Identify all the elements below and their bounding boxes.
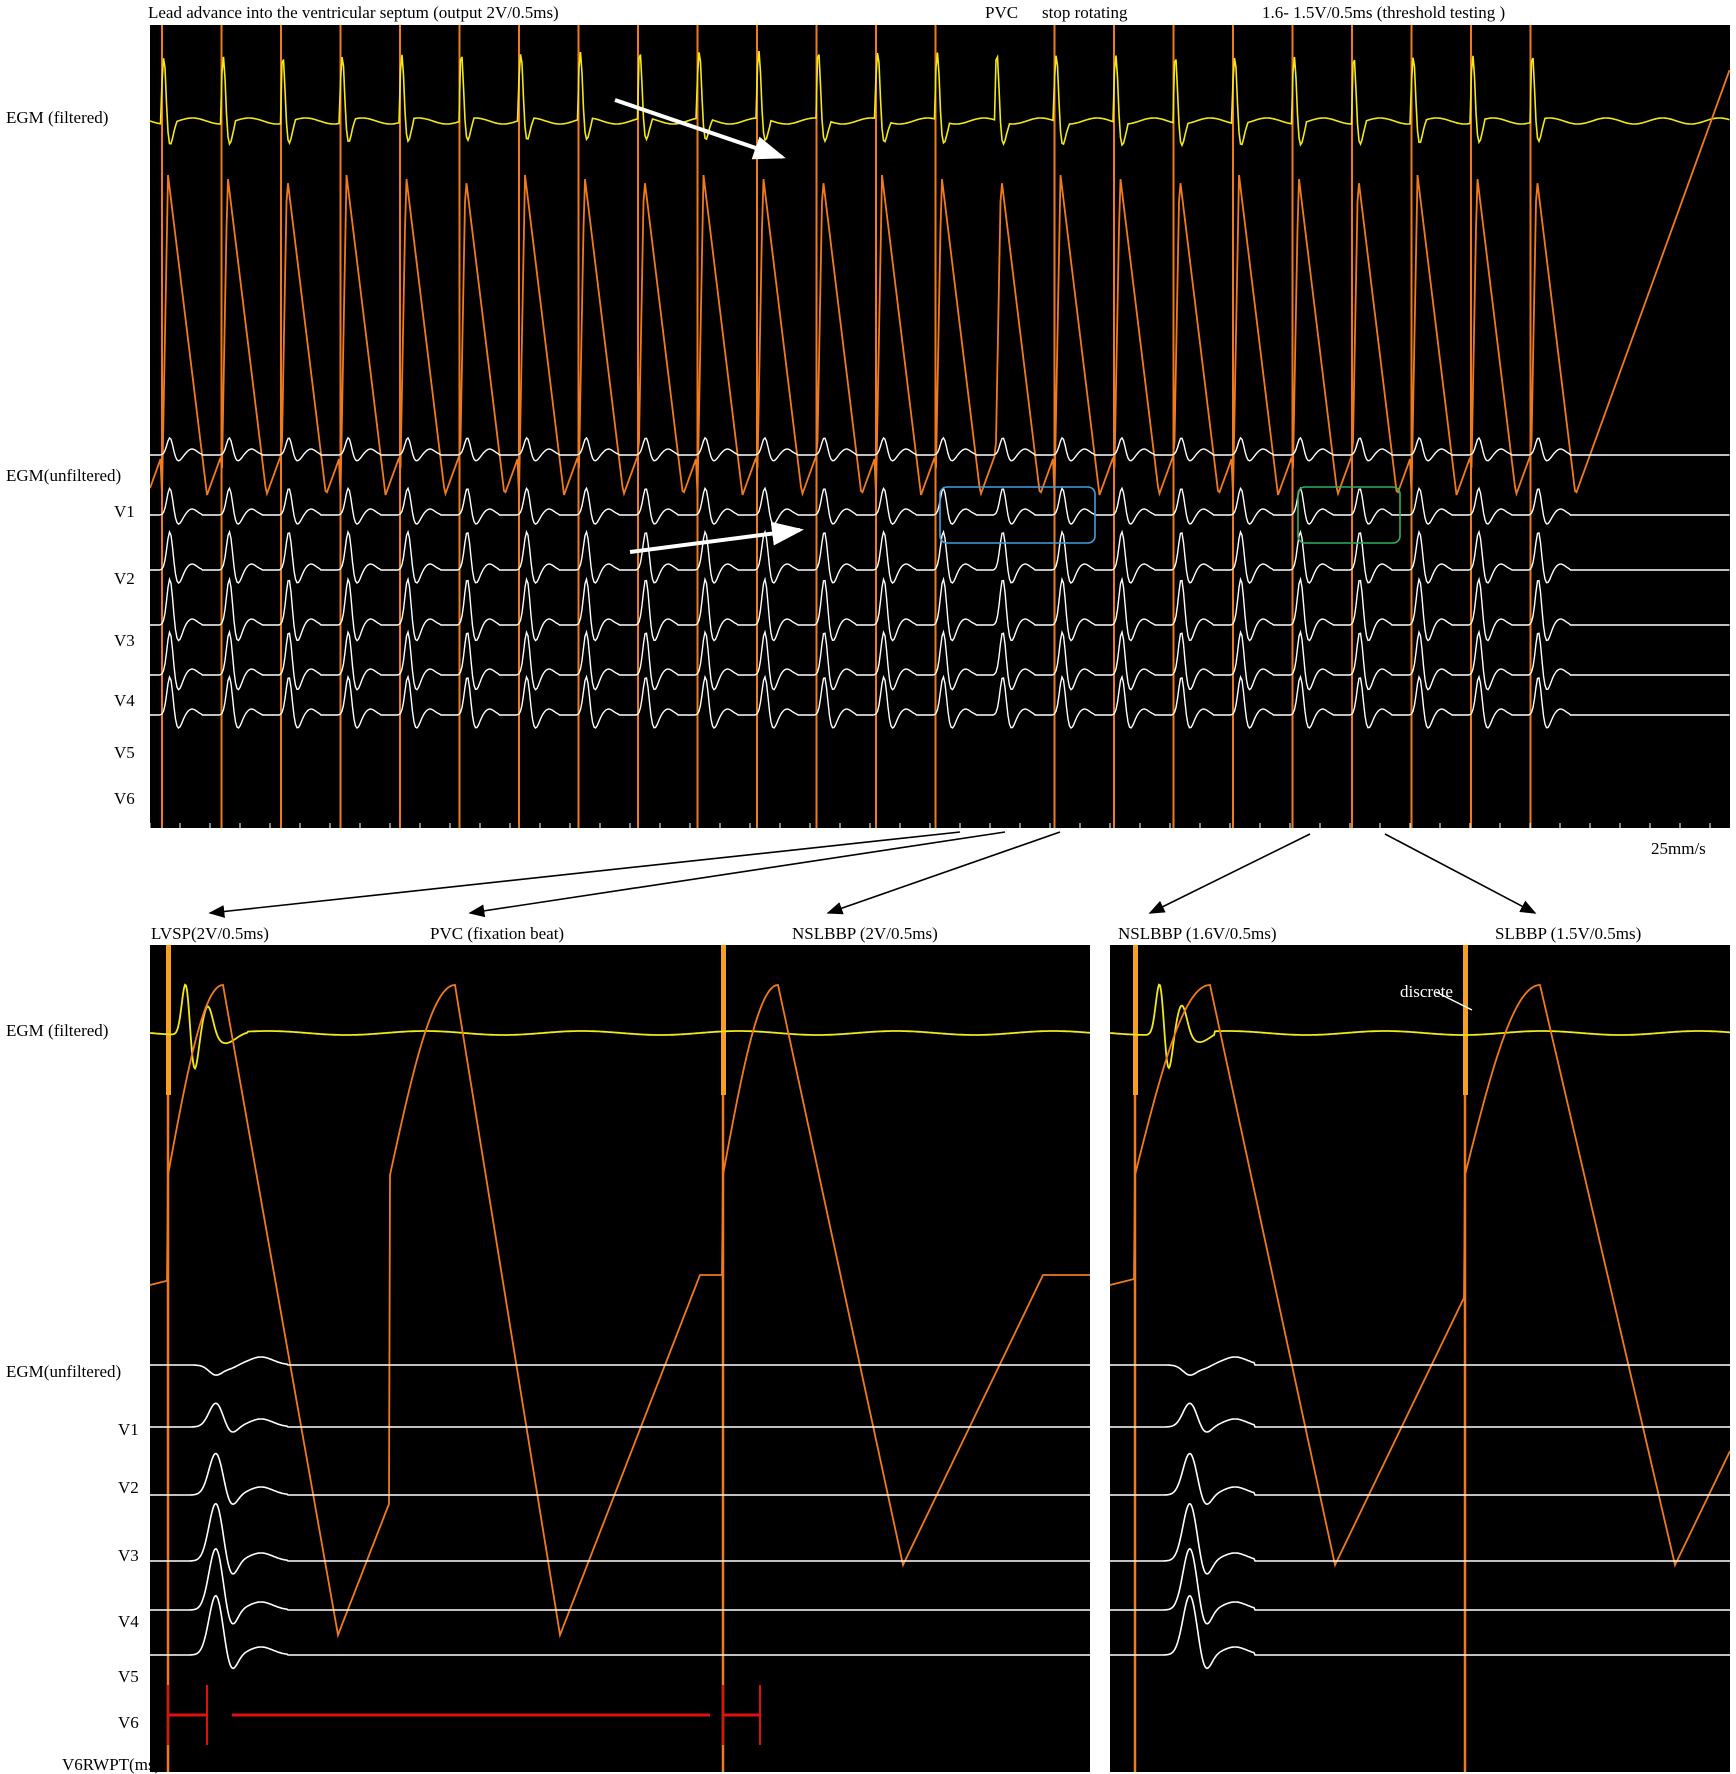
pacing-artifact (166, 945, 171, 1095)
top-label-v1: V1 (114, 502, 135, 521)
ecg-trace-v3 (1110, 1452, 1730, 1506)
bl-label-v2: V2 (118, 1478, 139, 1497)
bl-label-v3: V3 (118, 1546, 139, 1565)
ecg-trace-v2 (1110, 1402, 1730, 1433)
top-label-v5: V5 (114, 743, 135, 762)
ecg-trace-v1 (1110, 1356, 1730, 1376)
beat-label-slbbp-1-5v: SLBBP (1.5V/0.5ms) (1495, 924, 1642, 943)
discrete-label: discrete (1400, 982, 1453, 1001)
bl-label-v5: V5 (118, 1667, 139, 1686)
ecg-trace-v4 (1110, 1502, 1730, 1575)
ecg-trace-v5 (1110, 1547, 1730, 1625)
ecg-trace-v6 (1110, 1594, 1730, 1670)
beat-label-nslbbp-2v: NSLBBP (2V/0.5ms) (792, 924, 938, 943)
connector-arrow (826, 831, 1061, 915)
bottom-left-traces (150, 945, 1090, 1772)
annotation-threshold-testing: 1.6- 1.5V/0.5ms (threshold testing ) (1262, 3, 1506, 22)
v6rwpt-value-lvsp: 73 (196, 1755, 213, 1774)
v6rwpt-value-nslbbp-2v: 62 (832, 1755, 849, 1774)
ecg-trace-v4 (150, 1502, 1090, 1575)
discrete-pointer (1435, 991, 1473, 1011)
ecg-trace-v1 (150, 1356, 1090, 1376)
v6rwpt-label: V6RWPT(ms) (62, 1755, 161, 1774)
top-speed-label: 25mm/s (1651, 839, 1706, 858)
top-recording-panel (150, 25, 1730, 828)
top-label-egm-filtered: EGM (filtered) (6, 108, 109, 127)
top-label-egm-unfiltered: EGM(unfiltered) (6, 466, 122, 485)
top-label-v2: V2 (114, 569, 135, 588)
pacing-artifact (1133, 945, 1138, 1095)
beat-label-nslbbp-1-6v: NSLBBP (1.6V/0.5ms) (1118, 924, 1277, 943)
ecg-trace-v6 (150, 674, 1730, 729)
annotation-arrow (614, 98, 786, 160)
egm-filtered-trace (150, 983, 1090, 1071)
annotation-lead-advance: Lead advance into the ventricular septum… (148, 3, 559, 22)
pacing-artifact (721, 945, 726, 1095)
annotation-stop-rotating: stop rotating (1042, 3, 1128, 22)
annotation-pvc: PVC (985, 3, 1019, 22)
top-traces (150, 25, 1730, 828)
bl-label-v1: V1 (118, 1420, 139, 1439)
beat-label-pvc-fixation: PVC (fixation beat) (430, 924, 565, 943)
bl-label-v4: V4 (118, 1612, 139, 1631)
pvc-highlight-box (939, 486, 1096, 544)
connector-arrow (208, 831, 961, 918)
bottom-speed-label: 150mm/s (1654, 1755, 1718, 1774)
bottom-right-recording-panel (1110, 945, 1730, 1772)
connector-arrow (1148, 833, 1311, 914)
pacing-artifact (1463, 945, 1468, 1095)
ecg-trace-v4 (150, 576, 1730, 642)
top-label-v4: V4 (114, 691, 135, 710)
ecg-trace-v1 (150, 436, 1730, 462)
ecg-trace-v6 (150, 1594, 1090, 1670)
connector-arrow (1384, 833, 1537, 914)
beat-label-lvsp: LVSP(2V/0.5ms) (151, 924, 269, 943)
annotation-arrow (629, 521, 804, 554)
v6rwpt-value-slbbp: 62 (1523, 1755, 1540, 1774)
egm-filtered-trace (1110, 983, 1730, 1070)
bottom-right-traces (1110, 945, 1730, 1772)
egm-unfiltered-trace (150, 984, 1090, 1639)
egm-unfiltered-trace (150, 69, 1730, 497)
egm-unfiltered-trace (1110, 984, 1730, 1568)
ecg-trace-v5 (150, 1547, 1090, 1625)
top-label-v3: V3 (114, 631, 135, 650)
bl-label-v6: V6 (118, 1713, 139, 1732)
connector-arrow (468, 831, 1006, 918)
threshold-highlight-box (1297, 486, 1401, 544)
ecg-trace-v3 (150, 529, 1730, 584)
ecg-trace-v3 (150, 1452, 1090, 1506)
bottom-left-recording-panel (150, 945, 1090, 1772)
ecg-trace-v2 (150, 1402, 1090, 1433)
top-label-v6: V6 (114, 789, 135, 808)
bl-label-egm-unfiltered: EGM(unfiltered) (6, 1362, 122, 1381)
egm-filtered-trace (150, 50, 1730, 148)
ecg-trace-v5 (150, 629, 1730, 691)
bl-label-egm-filtered: EGM (filtered) (6, 1021, 109, 1040)
v6rwpt-value-nslbbp-1-6v: 62 (1144, 1755, 1161, 1774)
